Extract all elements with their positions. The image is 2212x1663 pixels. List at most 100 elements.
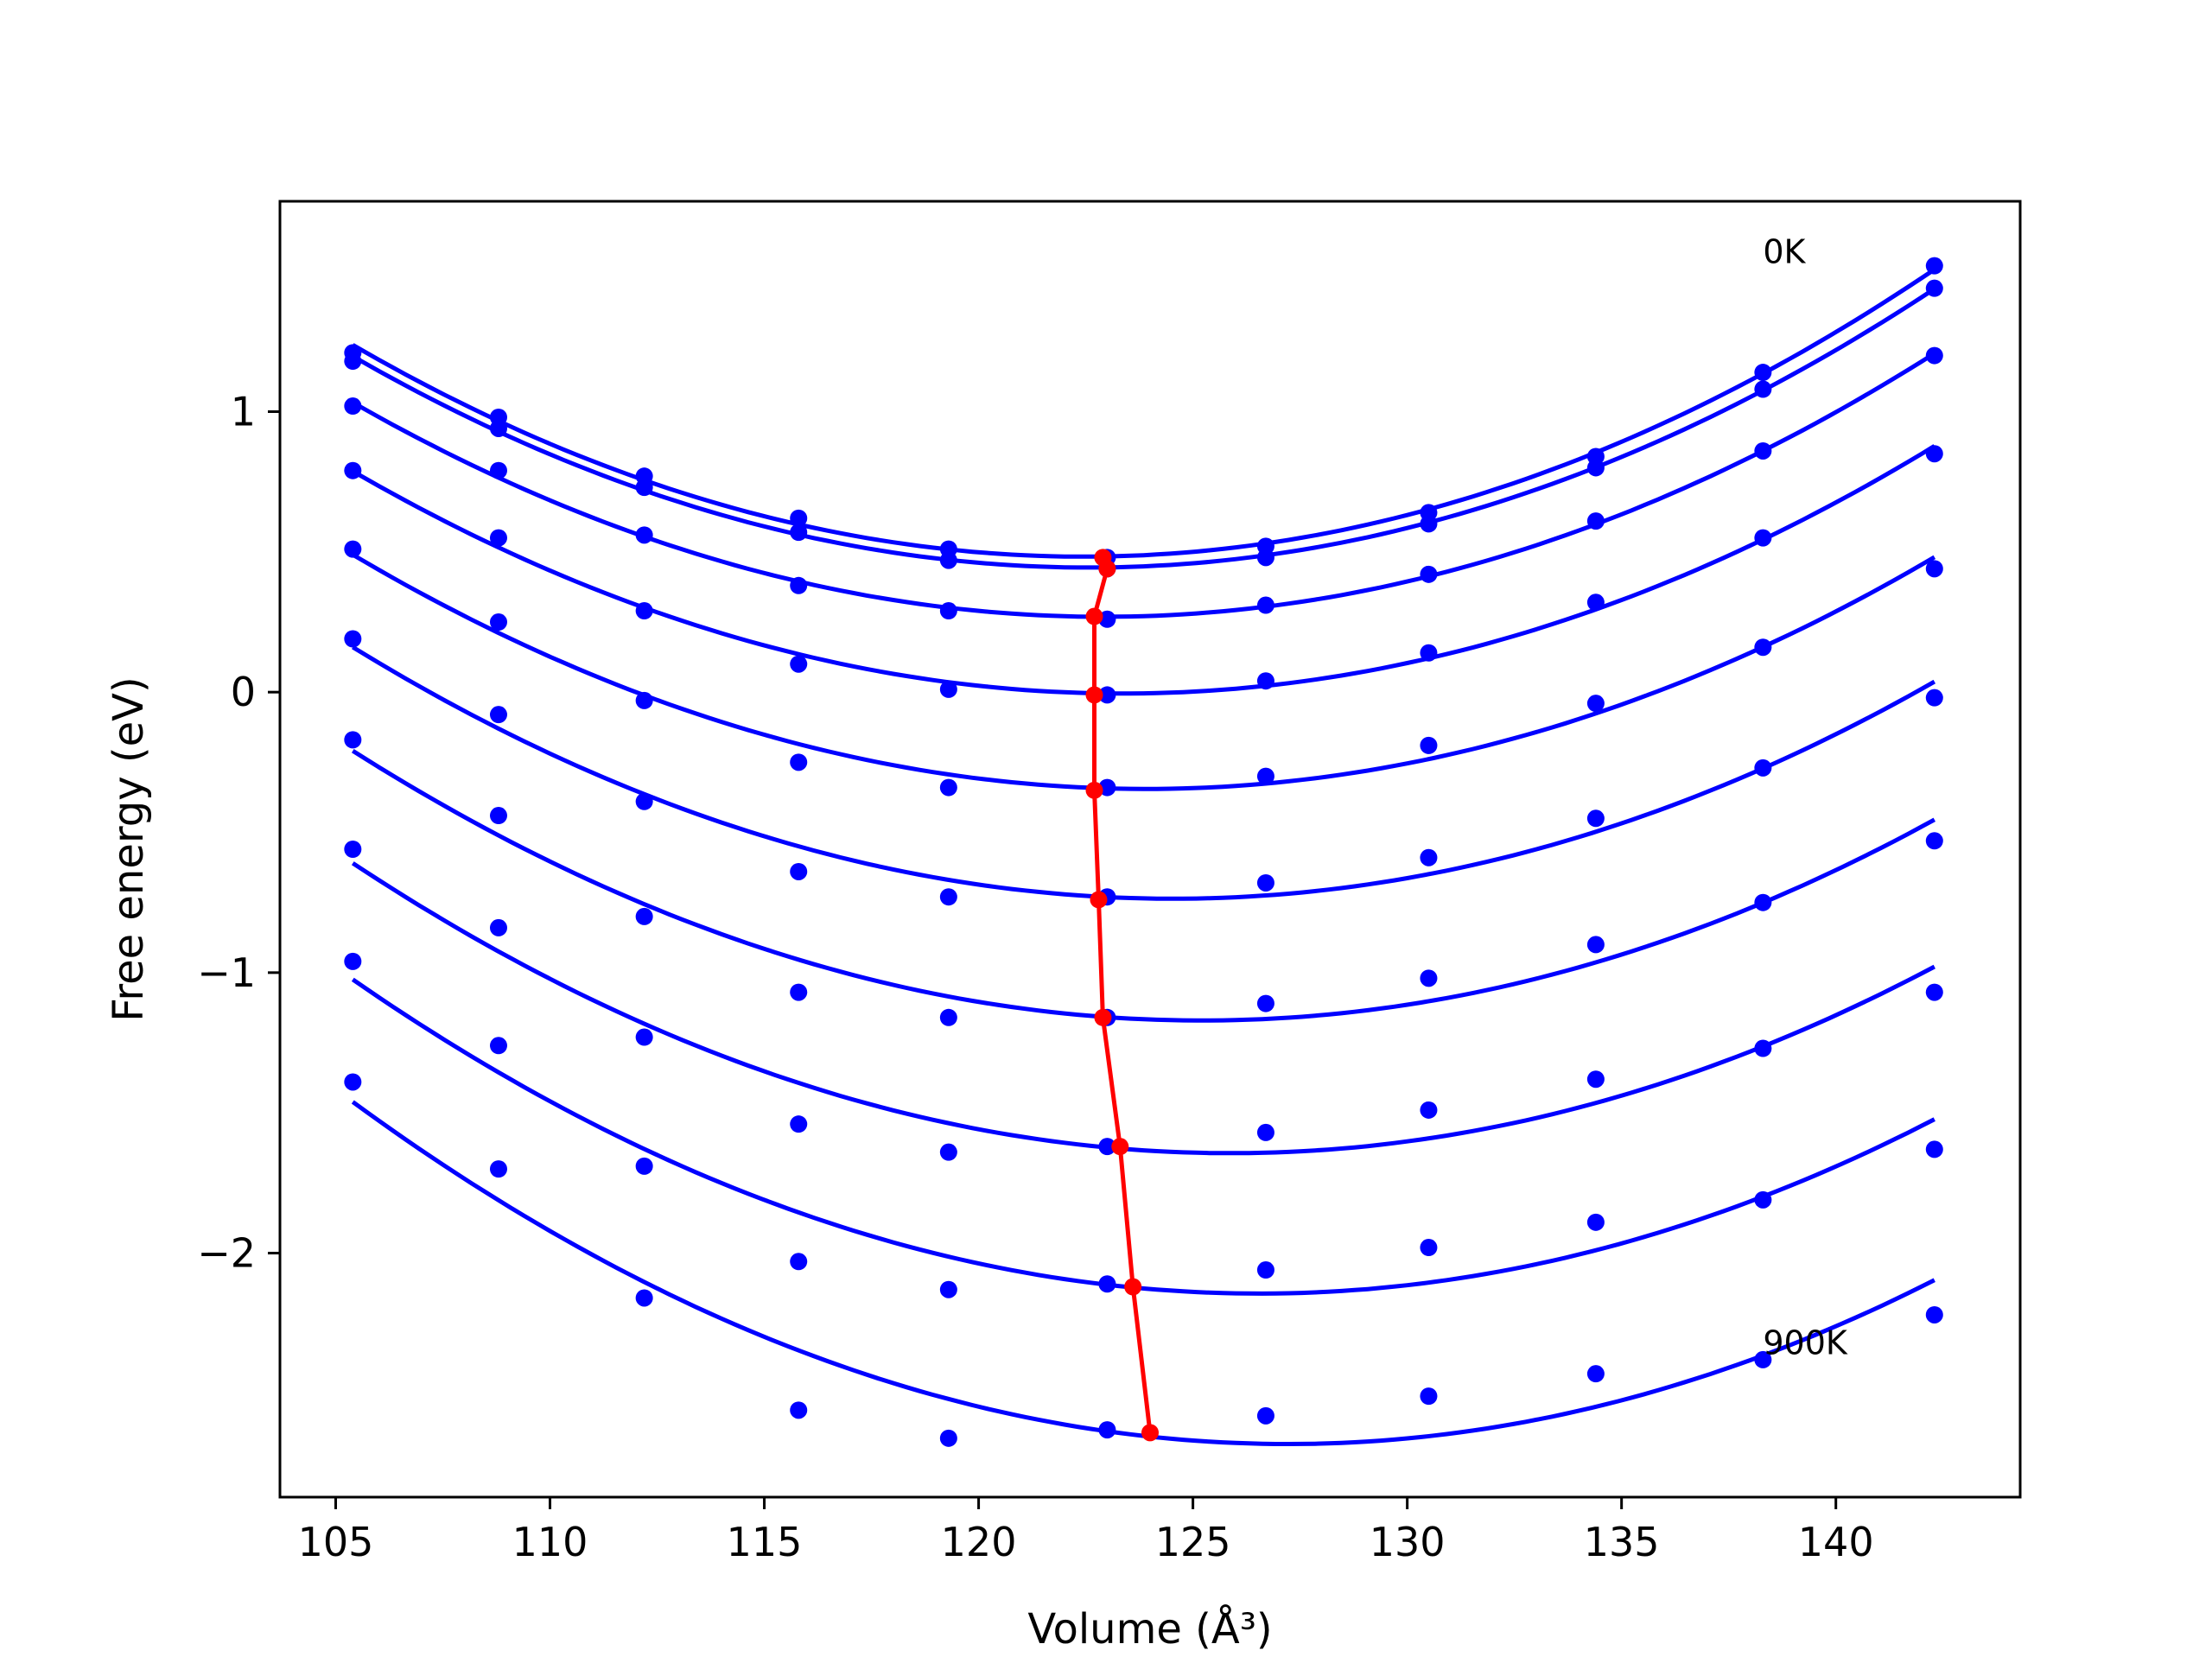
data-point	[939, 778, 957, 797]
data-point	[1420, 969, 1438, 987]
data-point	[1754, 380, 1772, 398]
data-point	[1586, 1213, 1605, 1231]
data-point	[489, 461, 507, 479]
plot-frame	[278, 200, 2022, 1499]
data-point	[635, 907, 653, 925]
minimum-point	[1141, 1424, 1159, 1442]
data-point	[344, 952, 362, 970]
annotation-label: 900K	[1763, 1323, 1848, 1362]
data-point	[1754, 364, 1772, 382]
data-point	[1754, 1190, 1772, 1209]
data-point	[635, 1157, 653, 1175]
data-point	[635, 526, 653, 544]
data-point	[1256, 873, 1274, 892]
data-point	[344, 630, 362, 648]
data-point	[1420, 515, 1438, 533]
data-point	[790, 1401, 808, 1419]
data-point	[344, 352, 362, 371]
data-point	[1098, 778, 1116, 797]
fit-curve-5	[352, 644, 1936, 901]
data-point	[1098, 1421, 1116, 1439]
annotation-layer: 0K 900K	[1763, 232, 1848, 1362]
data-point	[1754, 759, 1772, 777]
data-point	[489, 706, 507, 724]
data-point	[1925, 1140, 1943, 1158]
y-tick-label: 0	[231, 669, 256, 715]
x-tick-label: 120	[941, 1519, 1017, 1565]
data-point	[1256, 1123, 1274, 1141]
data-point	[939, 1143, 957, 1161]
data-point	[1098, 610, 1116, 628]
data-point	[1420, 1101, 1438, 1119]
fit-curve-2	[352, 351, 1936, 619]
data-point	[1420, 736, 1438, 754]
x-tick-label: 130	[1370, 1519, 1446, 1565]
x-tick-label: 125	[1155, 1519, 1231, 1565]
minimum-point	[1085, 607, 1103, 625]
y-axis-ticks: −2 −1 0 1	[197, 389, 280, 1277]
data-point	[489, 419, 507, 437]
x-axis-ticks: 105 110 115 120 125 130 135 140	[298, 1497, 1874, 1565]
x-tick-label: 115	[727, 1519, 803, 1565]
series-layer	[344, 257, 1943, 1447]
data-point	[635, 602, 653, 620]
data-point	[939, 1429, 957, 1447]
data-point	[939, 602, 957, 620]
data-point	[790, 655, 808, 673]
fit-curve-8	[351, 977, 1936, 1296]
data-point	[1925, 257, 1943, 275]
data-point	[790, 753, 808, 771]
minimum-point	[1124, 1278, 1142, 1296]
y-tick-label: −2	[197, 1230, 256, 1277]
data-point	[1925, 346, 1943, 365]
minimum-point	[1085, 686, 1103, 704]
fit-curve-6	[351, 748, 1936, 1023]
data-point	[1925, 832, 1943, 850]
data-point	[635, 691, 653, 709]
x-tick-label: 135	[1584, 1519, 1660, 1565]
data-point	[1925, 983, 1943, 1001]
data-point	[1925, 560, 1943, 578]
data-point	[1586, 695, 1605, 713]
annotation-label: 0K	[1763, 232, 1806, 270]
data-point	[344, 841, 362, 858]
data-point	[1256, 1406, 1274, 1425]
data-point	[1925, 445, 1943, 463]
data-point	[489, 1037, 507, 1055]
x-tick-label: 105	[298, 1519, 374, 1565]
data-point	[1098, 1138, 1116, 1156]
data-point	[344, 731, 362, 749]
data-point	[790, 862, 808, 880]
data-point	[1586, 512, 1605, 530]
data-point	[489, 807, 507, 825]
data-point	[939, 551, 957, 569]
data-point	[1754, 893, 1772, 911]
data-point	[1586, 936, 1605, 954]
y-axis-label: Free energy (eV)	[105, 676, 153, 1021]
data-point	[1586, 1365, 1605, 1383]
data-point	[635, 1289, 653, 1307]
data-point	[1420, 565, 1438, 583]
data-point	[939, 1008, 957, 1026]
data-point	[489, 529, 507, 547]
data-point	[1925, 689, 1943, 707]
data-point	[1098, 1275, 1116, 1293]
data-point	[1420, 1387, 1438, 1406]
data-point	[1420, 848, 1438, 866]
data-point	[1925, 1305, 1943, 1323]
data-point	[344, 397, 362, 416]
data-point	[635, 792, 653, 810]
minima-layer	[1085, 549, 1159, 1442]
data-point	[1420, 1239, 1438, 1257]
data-point	[344, 1073, 362, 1091]
data-point	[1754, 1039, 1772, 1057]
data-point	[790, 1253, 808, 1271]
minimum-point	[1111, 1138, 1129, 1156]
data-point	[939, 888, 957, 906]
data-point	[1586, 459, 1605, 477]
data-point	[1586, 1070, 1605, 1089]
data-point	[790, 983, 808, 1001]
data-point	[1256, 596, 1274, 614]
